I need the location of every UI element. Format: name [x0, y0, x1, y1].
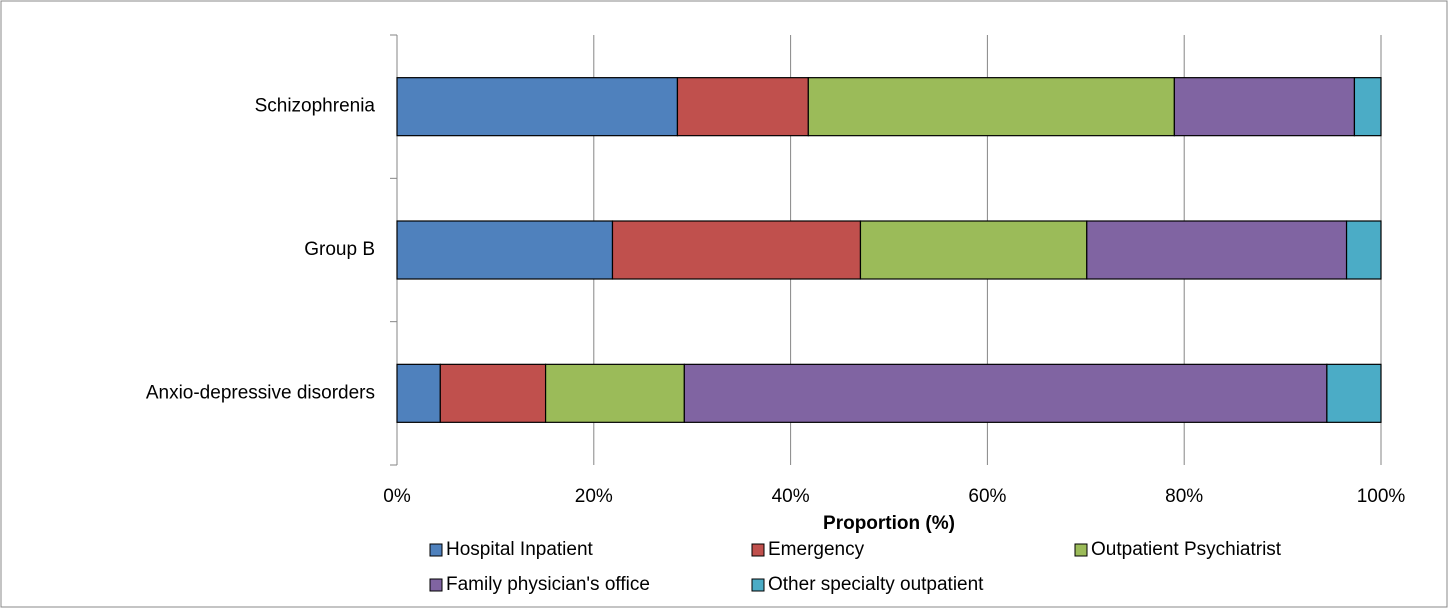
- y-tick-label: Schizophrenia: [255, 96, 376, 117]
- x-tick-label: 100%: [1357, 486, 1406, 507]
- x-tick-label: 20%: [575, 486, 613, 507]
- legend-swatch: [751, 543, 765, 557]
- bar-segment: [859, 220, 1088, 280]
- bar-segment: [1086, 220, 1348, 280]
- bar-segment: [611, 220, 862, 280]
- x-tick-label: 60%: [968, 486, 1006, 507]
- legend-swatch: [429, 578, 443, 592]
- bar-segment: [1353, 77, 1382, 137]
- bar-segment: [676, 77, 809, 137]
- bar-segment: [1345, 220, 1382, 280]
- y-tick-label: Group B: [304, 239, 375, 260]
- x-tick-label: 40%: [772, 486, 810, 507]
- legend-label: Family physician's office: [446, 574, 650, 595]
- bar-segment: [1173, 77, 1356, 137]
- legend-swatch: [429, 543, 443, 557]
- bar-segment: [1326, 363, 1382, 423]
- legend-label: Other specialty outpatient: [768, 574, 984, 595]
- bar-segment: [544, 363, 685, 423]
- legend-swatch: [1074, 543, 1088, 557]
- bar-segment: [396, 77, 679, 137]
- legend-swatch: [751, 578, 765, 592]
- x-axis-title: Proportion (%): [823, 513, 955, 534]
- bar-segment: [396, 220, 614, 280]
- y-tick-label: Anxio-depressive disorders: [146, 382, 375, 403]
- x-tick-label: 80%: [1165, 486, 1203, 507]
- legend-label: Outpatient Psychiatrist: [1091, 539, 1282, 560]
- bar-segment: [439, 363, 547, 423]
- bar-segment: [683, 363, 1328, 423]
- legend-label: Emergency: [768, 539, 865, 560]
- legend-label: Hospital Inpatient: [446, 539, 594, 560]
- bar-segment: [807, 77, 1175, 137]
- bar-segment: [396, 363, 441, 423]
- x-tick-label: 0%: [383, 486, 411, 507]
